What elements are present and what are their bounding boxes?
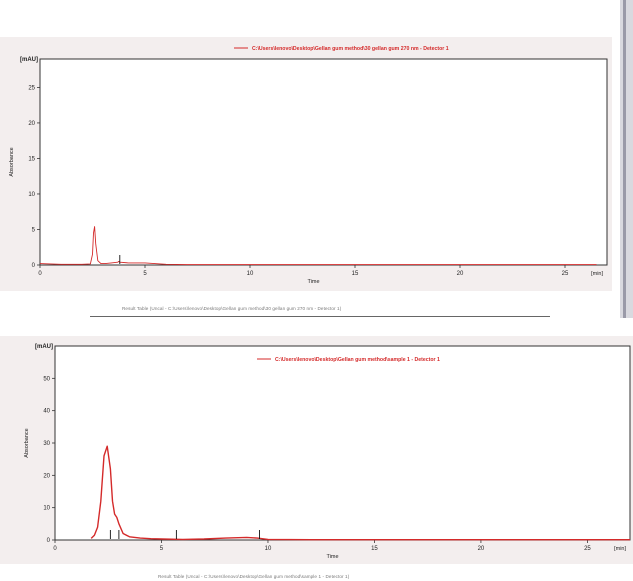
x-tick-label: 20 xyxy=(457,271,464,277)
x-axis-label: Time xyxy=(307,279,319,285)
series-line xyxy=(39,226,597,266)
chromatogram-bottom-chart: 0 10 20 30 40 50 0 5 10 15 20 25 [mAU] [min] Time Absor… xyxy=(24,344,631,560)
y-tick-label: 10 xyxy=(28,192,35,198)
y-tick-label: 5 xyxy=(32,227,36,233)
y-tick-label: 40 xyxy=(43,409,50,415)
y-tick-label: 30 xyxy=(43,441,50,447)
y-tick-label: 50 xyxy=(43,376,50,382)
result-table-caption-top: Result Table (Uncal - C:\Users\lenovo\De… xyxy=(122,306,342,311)
x-tick-label: 25 xyxy=(562,271,569,277)
legend-label: C:\Users\lenovo\Desktop\Gellan gum metho… xyxy=(252,46,449,52)
x-unit-label: [min] xyxy=(614,546,626,552)
plot-area xyxy=(54,345,631,541)
x-unit-label: [min] xyxy=(591,271,603,277)
x-tick-label: 0 xyxy=(53,546,57,552)
legend-label: C:\Users\lenovo\Desktop\Gellan gum metho… xyxy=(275,357,440,363)
y-unit-label: [mAU] xyxy=(35,344,53,350)
x-tick-label: 10 xyxy=(265,546,272,552)
result-table-caption-bottom: Result Table (Uncal - C:\Users\lenovo\De… xyxy=(158,574,350,579)
x-tick-label: 25 xyxy=(584,546,591,552)
x-tick-label: 5 xyxy=(143,271,147,277)
x-tick-label: 15 xyxy=(352,271,359,277)
x-tick-label: 5 xyxy=(160,546,164,552)
x-tick-label: 0 xyxy=(38,271,42,277)
y-tick-label: 20 xyxy=(43,473,50,479)
x-axis-label: Time xyxy=(326,554,338,560)
y-unit-label: [mAU] xyxy=(20,57,38,63)
plot-area xyxy=(39,58,608,266)
x-tick-label: 20 xyxy=(478,546,485,552)
x-tick-label: 15 xyxy=(371,546,378,552)
result-table-rule-top xyxy=(90,316,550,317)
y-tick-label: 0 xyxy=(47,538,51,544)
x-tick-label: 10 xyxy=(247,271,254,277)
y-tick-label: 25 xyxy=(28,85,35,91)
chromatogram-bottom-panel: 0 10 20 30 40 50 0 5 10 15 20 25 [mAU] [min] Time Absor… xyxy=(0,336,633,564)
y-tick-label: 10 xyxy=(43,506,50,512)
y-tick-label: 0 xyxy=(32,263,36,269)
y-axis-label: Absorbance xyxy=(9,147,15,176)
y-axis-label: Absorbance xyxy=(24,428,30,457)
chromatogram-top-chart: 0 5 10 15 20 25 0 5 10 15 20 25 [mAU] [min] Time Absorb… xyxy=(9,46,608,285)
window-scroll-edge xyxy=(620,0,633,318)
y-tick-label: 15 xyxy=(28,156,35,162)
series-line xyxy=(90,445,630,541)
chromatogram-top-panel: 0 5 10 15 20 25 0 5 10 15 20 25 [mAU] [min] Time Absorb… xyxy=(0,37,612,291)
window-scroll-edge-line xyxy=(623,0,626,318)
y-tick-label: 20 xyxy=(28,121,35,127)
